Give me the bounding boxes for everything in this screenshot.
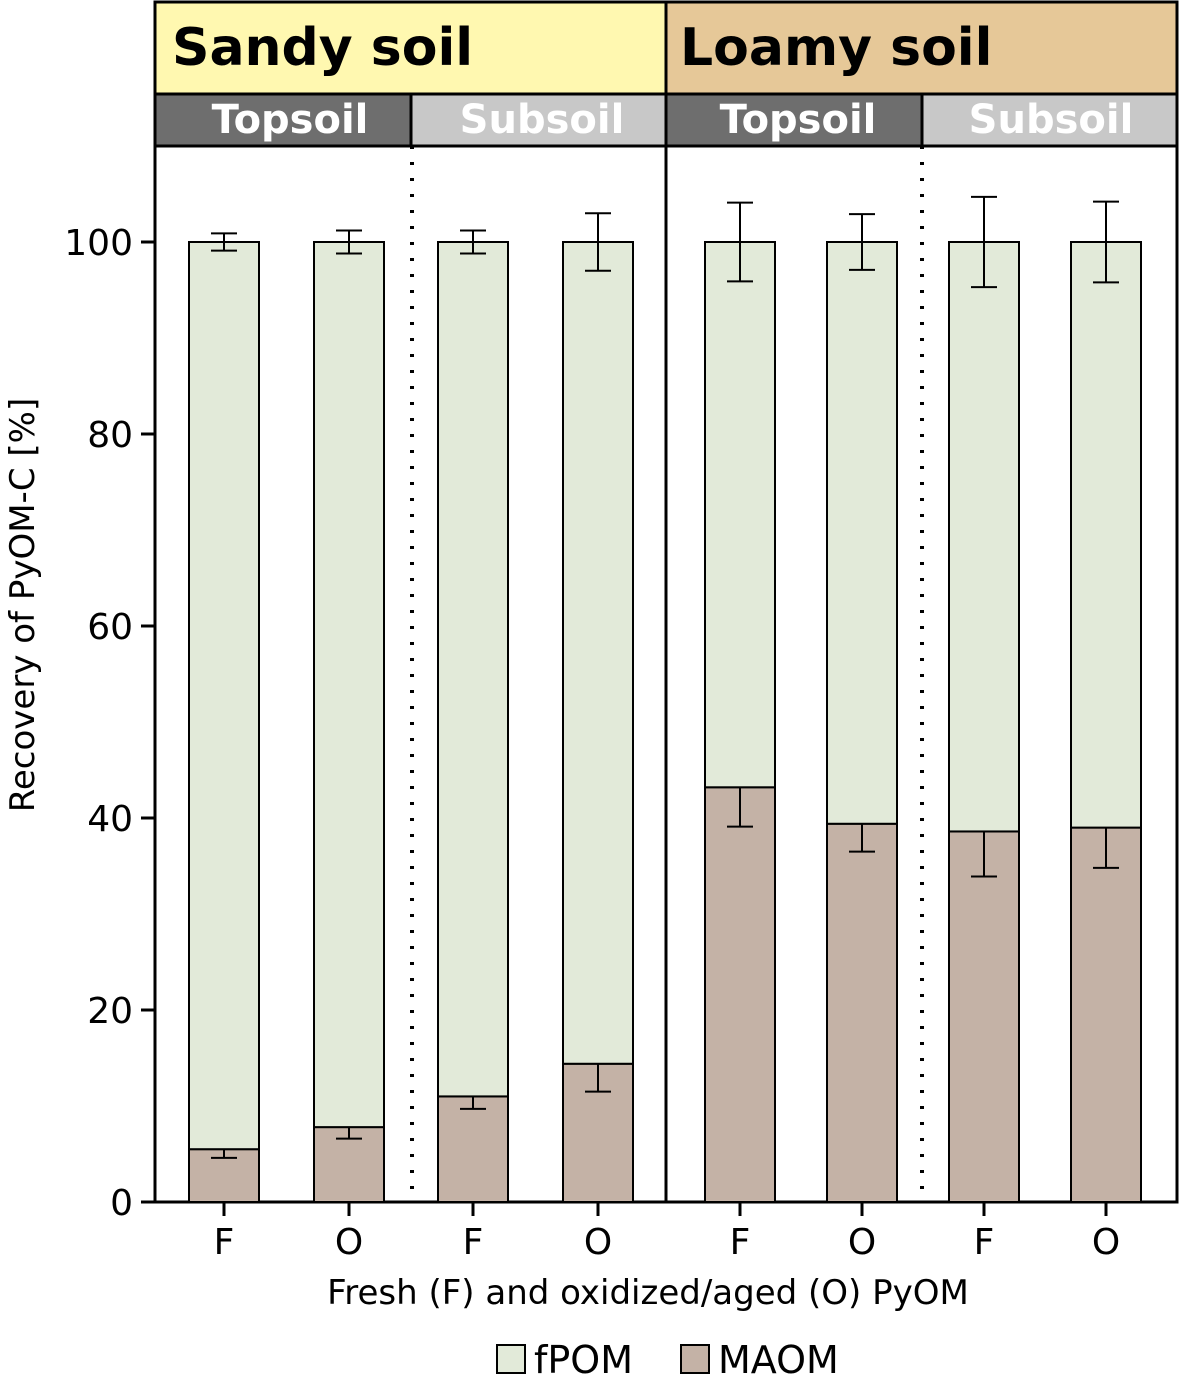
x-tick-label: F	[463, 1222, 484, 1263]
panel-header-loamy-bg	[664, 0, 1179, 96]
subgroup-header-loamy-subsoil-bg	[922, 94, 1177, 146]
legend-label-maom: MAOM	[718, 1338, 839, 1376]
x-tick-label: F	[730, 1222, 751, 1263]
legend-label-fpom: fPOM	[534, 1338, 633, 1376]
panel-title-loamy: Loamy soil	[680, 18, 992, 78]
x-tick-label: O	[584, 1222, 612, 1263]
bar-segment-fpom	[826, 241, 898, 825]
x-tick-label: F	[974, 1222, 995, 1263]
legend-swatch-fpom	[496, 1344, 526, 1374]
subgroup-header-sandy-topsoil-bg	[155, 94, 411, 146]
bar-segment-fpom	[948, 241, 1020, 833]
panel-header-sandy-bg	[153, 0, 668, 96]
bar-segment-maom	[1070, 826, 1142, 1203]
subgroup-header-loamy-topsoil-bg	[666, 94, 922, 146]
y-axis-label: Recovery of PyOM-C [%]	[3, 398, 43, 812]
bars-group	[188, 195, 1142, 1204]
bar-segment-maom	[704, 786, 776, 1204]
y-axis: 0 20 40 60 80 100	[64, 223, 155, 1224]
bar-segment-maom	[826, 822, 898, 1203]
bar-segment-fpom	[1070, 241, 1142, 829]
subgroup-header-sandy-subsoil-bg	[411, 94, 666, 146]
y-tick-label: 100	[64, 223, 133, 264]
bar-segment-fpom	[313, 241, 385, 1129]
y-tick-label: 40	[87, 799, 133, 840]
y-tick-label: 0	[110, 1183, 133, 1224]
bar-segment-fpom	[437, 241, 509, 1098]
x-tick-label: F	[214, 1222, 235, 1263]
bar-segment-maom	[437, 1095, 509, 1204]
y-tick-label: 20	[87, 991, 133, 1032]
y-tick-label: 60	[87, 607, 133, 648]
panel-title-sandy: Sandy soil	[172, 18, 473, 78]
subgroup-title-sandy-topsoil: Topsoil	[212, 97, 369, 143]
subgroup-title-loamy-subsoil: Subsoil	[969, 97, 1134, 143]
x-tick-label: O	[335, 1222, 363, 1263]
subgroup-title-sandy-subsoil: Subsoil	[460, 97, 625, 143]
y-tick-label: 80	[87, 415, 133, 456]
bar-segment-maom	[948, 830, 1020, 1203]
subgroup-title-loamy-topsoil: Topsoil	[720, 97, 877, 143]
legend-swatch-maom	[680, 1344, 710, 1374]
bar-segment-fpom	[704, 241, 776, 789]
x-tick-label: O	[848, 1222, 876, 1263]
bar-segment-fpom	[562, 241, 634, 1065]
x-tick-label: O	[1092, 1222, 1120, 1263]
bar-segment-fpom	[188, 241, 260, 1151]
x-axis-label: Fresh (F) and oxidized/aged (O) PyOM	[327, 1273, 969, 1313]
